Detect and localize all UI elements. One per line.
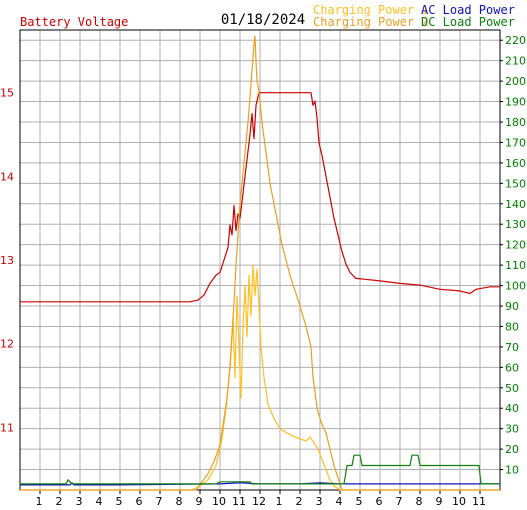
right-tick-label: 180	[505, 116, 526, 129]
x-tick-label: 6	[376, 495, 383, 508]
right-tick-label: 100	[505, 280, 526, 293]
right-tick-label: 200	[505, 75, 526, 88]
left-tick-label: 15	[0, 87, 14, 100]
x-tick-label: 5	[116, 495, 123, 508]
right-tick-label: 120	[505, 239, 526, 252]
x-tick-label: 12	[252, 495, 266, 508]
left-tick-label: 13	[0, 254, 14, 267]
x-tick-label: 10	[212, 495, 226, 508]
x-tick-label: 2	[56, 495, 63, 508]
date-label: 01/18/2024	[221, 12, 305, 28]
x-axis: 1 2 3 4 5 6 7 8 9 10 11 12 1 2 3 4 5 6 7 8 9 10 11	[36, 490, 486, 508]
x-tick-label: 10	[452, 495, 466, 508]
series-group	[20, 35, 500, 491]
left-tick-label: 14	[0, 170, 14, 183]
legend-ac-load-power: AC Load Power	[421, 3, 515, 17]
right-tick-label: 130	[505, 218, 526, 231]
legend-charging-power-2: Charging Power 2	[313, 15, 429, 29]
x-tick-label: 7	[156, 495, 163, 508]
battery-voltage-label: Battery Voltage	[20, 15, 128, 29]
right-tick-label: 140	[505, 198, 526, 211]
right-tick-label: 110	[505, 259, 526, 272]
right-tick-label: 210	[505, 55, 526, 68]
left-axis: 11 12 13 14 15	[0, 87, 14, 435]
x-tick-label: 11	[472, 495, 486, 508]
right-axis: 10 20 30 40 50 60 70 80 90 100 110 120 130 140 150 160 1…	[500, 34, 526, 477]
x-tick-label: 8	[176, 495, 183, 508]
x-tick-label: 11	[232, 495, 246, 508]
right-tick-label: 50	[505, 382, 519, 395]
series-line-dc-load-power	[20, 454, 500, 485]
right-tick-label: 30	[505, 423, 519, 436]
x-tick-label: 9	[436, 495, 443, 508]
x-tick-label: 5	[356, 495, 363, 508]
x-tick-label: 3	[316, 495, 323, 508]
right-tick-label: 90	[505, 300, 519, 313]
right-tick-label: 40	[505, 402, 519, 415]
legend-charging-power-1: Charging Power 1	[313, 3, 429, 17]
series-line-battery-voltage	[20, 92, 500, 303]
right-tick-label: 160	[505, 157, 526, 170]
series-line-charging-power-2	[20, 35, 500, 491]
x-tick-label: 1	[36, 495, 43, 508]
x-tick-label: 4	[336, 495, 343, 508]
right-tick-label: 80	[505, 320, 519, 333]
right-tick-label: 170	[505, 136, 526, 149]
x-tick-label: 1	[276, 495, 283, 508]
x-tick-label: 9	[196, 495, 203, 508]
x-tick-label: 6	[136, 495, 143, 508]
x-tick-label: 3	[76, 495, 83, 508]
right-tick-label: 150	[505, 177, 526, 190]
right-tick-label: 60	[505, 361, 519, 374]
x-tick-label: 7	[396, 495, 403, 508]
x-tick-label: 2	[296, 495, 303, 508]
right-tick-label: 20	[505, 443, 519, 456]
right-tick-label: 220	[505, 34, 526, 47]
left-tick-label: 12	[0, 338, 14, 351]
x-tick-label: 8	[416, 495, 423, 508]
right-tick-label: 190	[505, 96, 526, 109]
left-tick-label: 11	[0, 421, 14, 434]
right-tick-label: 70	[505, 341, 519, 354]
legend-dc-load-power: DC Load Power	[421, 15, 515, 29]
right-tick-label: 10	[505, 464, 519, 477]
x-tick-label: 4	[96, 495, 103, 508]
